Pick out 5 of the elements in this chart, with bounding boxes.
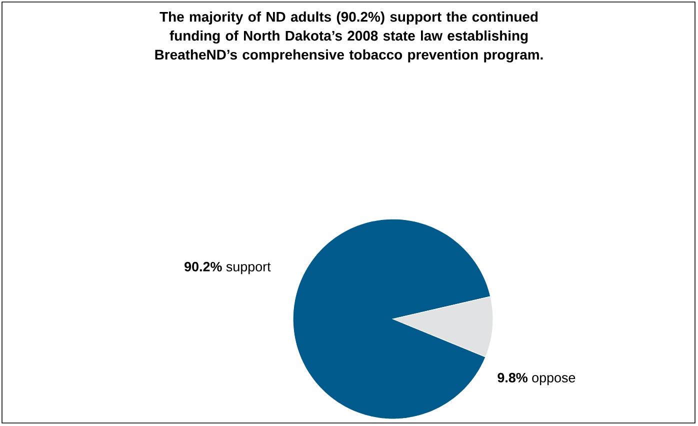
data-label: 9.8% <box>498 372 528 382</box>
slice-label: support <box>226 262 271 274</box>
chart-title: The majority of ND adults (90.2%) support the continued funding of North Dakota’s 2008 state law establishing BreatheND’s comprehensive tobacco prevention program. <box>155 12 543 62</box>
data-label: 90.2% <box>184 262 222 272</box>
slice-label: oppose <box>532 375 576 386</box>
